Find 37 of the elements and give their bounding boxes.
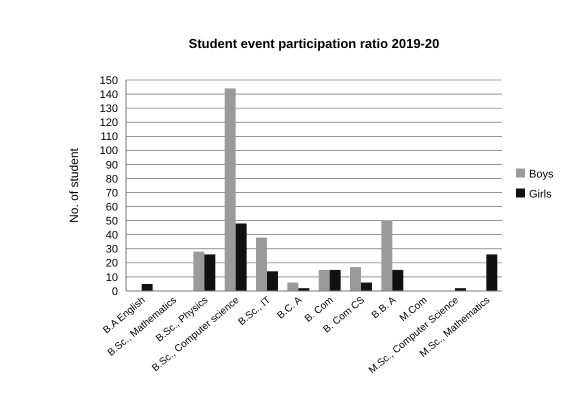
y-tick-label: 110 [100,131,118,144]
bar [381,220,392,291]
bar [267,271,278,291]
y-tick-label: 40 [106,230,118,242]
x-tick-label: B.B. A [370,294,399,322]
bar [142,284,153,291]
bar [204,254,216,291]
bar [330,270,341,291]
bar [350,267,361,291]
y-tick-label: 120 [100,117,118,130]
bar [287,282,298,291]
y-tick-label: 60 [106,201,118,214]
y-tick-label: 20 [106,258,118,270]
y-tick-label: 50 [106,216,118,228]
y-tick-label: 150 [100,74,118,87]
bar [224,88,236,291]
y-tick-label: 130 [100,102,118,115]
y-tick-label: 90 [106,159,118,172]
bar [236,223,247,291]
bar [392,270,404,291]
bar [486,254,498,291]
y-tick-label: 10 [106,272,118,284]
bar [361,282,372,291]
legend-label: Boys [529,168,554,180]
bar [256,238,267,291]
y-axis-title: No. of student [67,147,81,223]
y-tick-label: 100 [100,145,118,158]
y-tick-label: 80 [106,173,118,186]
bar [193,252,204,291]
x-tick-label: B.C. A [275,294,305,322]
chart-title: Student event participation ratio 2019-20 [188,36,440,51]
y-tick-label: 70 [106,187,118,200]
legend-label: Girls [529,188,552,200]
y-tick-label: 30 [106,244,118,256]
y-tick-label: 0 [112,286,118,298]
bar [318,270,330,291]
y-tick-label: 140 [100,88,118,101]
